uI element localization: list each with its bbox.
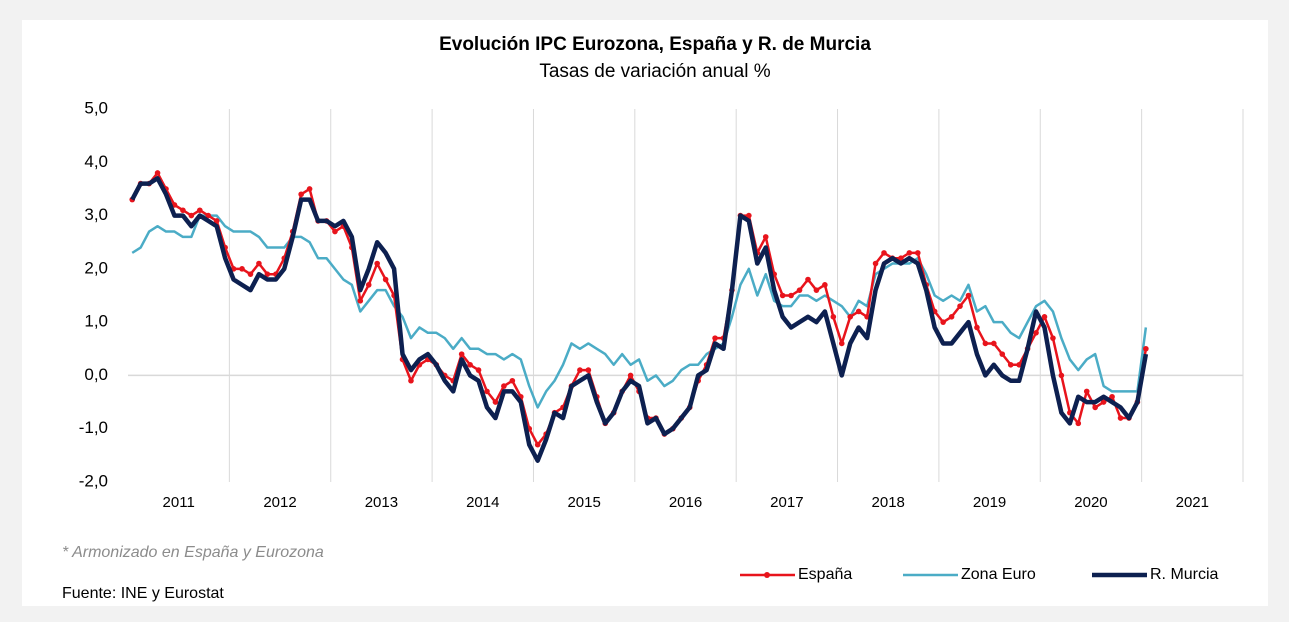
data-point — [585, 367, 592, 373]
data-point — [974, 324, 980, 331]
x-tick-label: 2017 — [770, 494, 803, 511]
data-point — [1007, 361, 1014, 368]
x-tick-label: 2021 — [1176, 494, 1209, 511]
data-point — [239, 266, 245, 272]
data-point — [357, 298, 364, 304]
x-tick-label: 2016 — [669, 494, 702, 511]
data-point — [999, 351, 1006, 357]
series-line — [130, 176, 1149, 463]
legend-label: Zona Euro — [961, 566, 1036, 583]
data-point — [855, 308, 862, 315]
data-point — [306, 186, 313, 192]
data-point — [712, 335, 718, 341]
data-point — [1143, 345, 1149, 352]
data-point — [1058, 372, 1065, 379]
data-point — [475, 367, 482, 373]
y-tick-label: 5,0 — [84, 98, 108, 117]
x-tick-label: 2014 — [466, 494, 499, 511]
x-tick-label: 2013 — [365, 494, 398, 511]
y-tick-label: 1,0 — [84, 312, 108, 331]
data-point — [830, 314, 837, 320]
data-point — [1117, 415, 1124, 421]
x-tick-label: 2015 — [567, 494, 600, 511]
footnote: * Armonizado en España y Eurozona — [62, 544, 324, 561]
data-point — [948, 314, 955, 320]
data-point — [898, 255, 904, 261]
data-point — [332, 228, 338, 235]
y-tick-label: 3,0 — [84, 205, 108, 224]
data-point — [982, 340, 989, 347]
y-tick-label: -2,0 — [79, 471, 108, 490]
x-tick-label: 2018 — [872, 494, 905, 511]
legend-marker — [764, 572, 770, 578]
data-point — [365, 282, 372, 288]
data-point — [264, 271, 271, 277]
data-point — [1075, 420, 1082, 427]
data-point — [213, 218, 220, 224]
data-point — [180, 207, 186, 214]
y-tick-label: 4,0 — [84, 152, 108, 171]
data-point — [534, 441, 541, 448]
data-point — [1016, 361, 1022, 368]
data-point — [1041, 314, 1048, 320]
data-point — [196, 207, 203, 214]
data-point — [627, 372, 634, 379]
data-point — [838, 340, 845, 347]
data-point — [509, 377, 516, 384]
x-tick-label: 2020 — [1074, 494, 1107, 511]
y-tick-label: 0,0 — [84, 365, 108, 384]
data-point — [965, 292, 972, 299]
data-point — [1083, 388, 1090, 395]
data-point — [746, 212, 752, 219]
data-point — [256, 260, 262, 267]
chart-background — [22, 20, 1268, 606]
data-point — [762, 234, 769, 240]
data-point — [501, 383, 507, 389]
x-tick-label: 2011 — [163, 494, 195, 511]
data-point — [914, 250, 921, 256]
x-tick-label: 2012 — [263, 494, 296, 511]
data-point — [298, 191, 304, 198]
y-tick-label: 2,0 — [84, 258, 108, 277]
chart-subtitle: Tasas de variación anual % — [539, 61, 770, 82]
data-point — [906, 250, 913, 256]
data-point — [796, 287, 803, 293]
chart-title: Evolución IPC Eurozona, España y R. de M… — [439, 34, 871, 55]
x-tick-label: 2019 — [973, 494, 1006, 511]
data-point — [492, 399, 499, 405]
data-point — [408, 377, 414, 384]
legend-label: R. Murcia — [1150, 566, 1219, 583]
data-point — [779, 292, 786, 299]
data-point — [188, 212, 195, 219]
data-point — [382, 276, 389, 283]
data-point — [1092, 404, 1098, 411]
data-point — [847, 314, 854, 320]
data-point — [1050, 335, 1056, 341]
legend-label: España — [798, 566, 852, 583]
data-point — [374, 260, 380, 267]
data-point — [467, 361, 473, 368]
data-point — [205, 212, 212, 219]
data-point — [872, 260, 879, 267]
data-point — [822, 282, 828, 288]
data-point — [881, 250, 887, 256]
data-point — [788, 292, 794, 299]
data-point — [1033, 330, 1039, 336]
data-point — [247, 271, 254, 277]
series-line — [131, 214, 1148, 409]
data-point — [577, 367, 583, 373]
data-point — [154, 170, 161, 176]
data-point — [813, 287, 820, 293]
y-tick-label: -1,0 — [79, 418, 108, 437]
data-point — [458, 351, 465, 357]
data-point — [940, 319, 946, 325]
data-point — [957, 303, 963, 309]
data-point — [1100, 399, 1107, 405]
data-point — [484, 388, 490, 395]
data-point — [805, 276, 811, 283]
source: Fuente: INE y Eurostat — [62, 585, 224, 602]
data-point — [991, 340, 997, 347]
data-point — [1109, 393, 1115, 400]
